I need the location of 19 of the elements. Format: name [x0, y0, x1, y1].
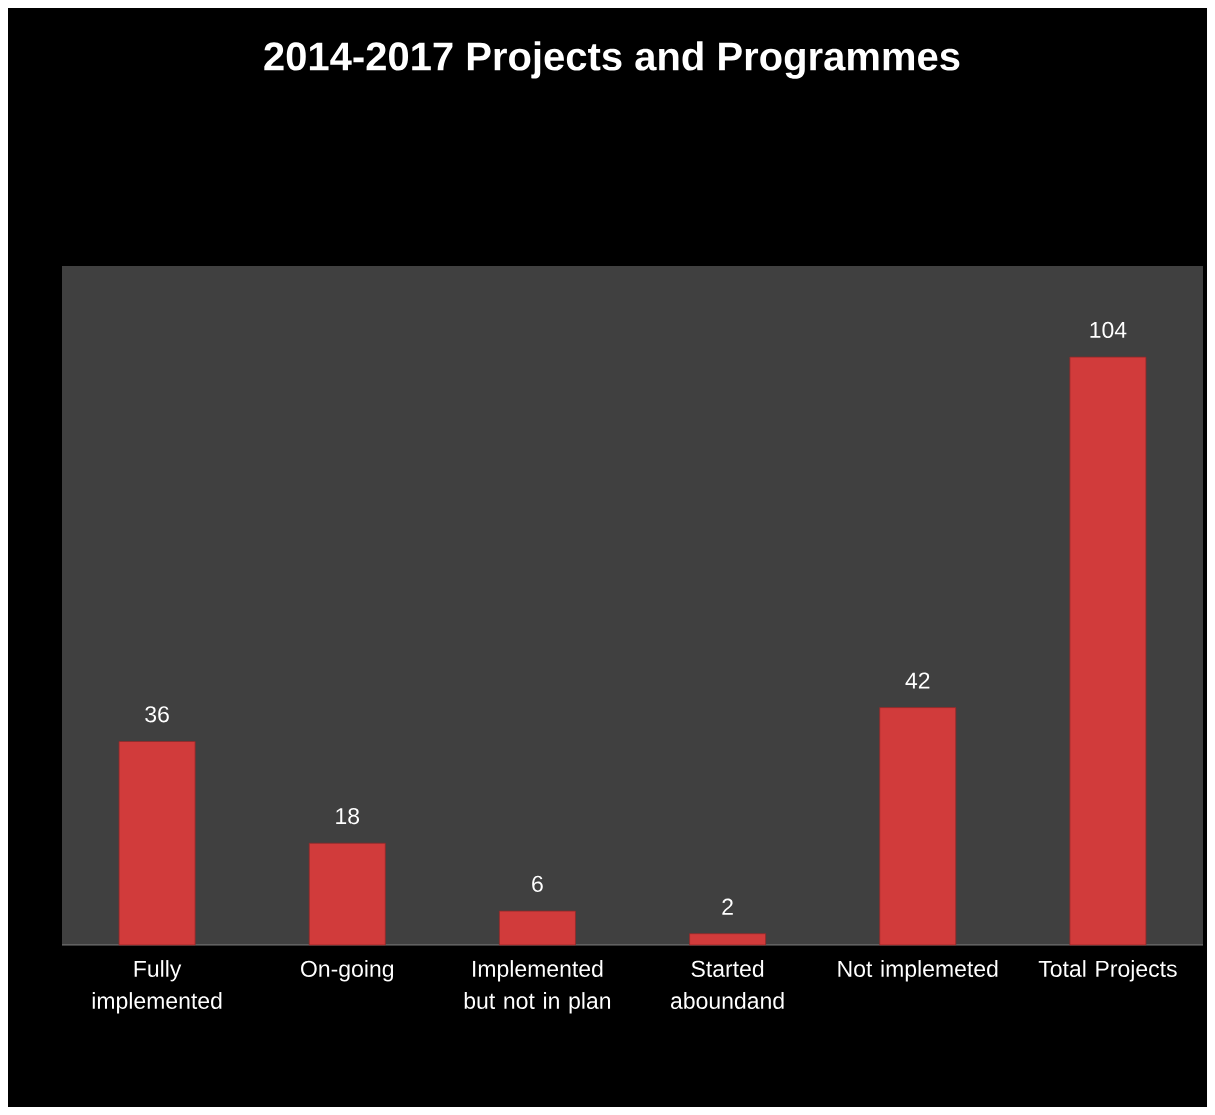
data-label: 2 — [722, 898, 733, 915]
bar — [1069, 356, 1147, 946]
data-label: 36 — [145, 706, 169, 723]
bar — [118, 741, 196, 946]
x-tick-label: Not implemeted — [838, 960, 998, 982]
data-label: 104 — [1090, 321, 1127, 339]
chart-title: 2014-2017 Projects and Programmes — [264, 41, 960, 79]
x-tick-label: On-going — [301, 960, 394, 982]
bar — [308, 842, 386, 946]
x-tick-label: Total Projects — [1038, 960, 1177, 982]
data-label: 42 — [905, 672, 930, 689]
bar — [879, 707, 957, 946]
x-tick-label: Fully implemented — [92, 960, 222, 1014]
x-tick-label: Implemented but not in plan — [464, 960, 611, 1014]
bar — [689, 933, 767, 946]
bar — [498, 910, 576, 946]
data-label: 6 — [532, 875, 543, 893]
x-tick-label: Started aboundand — [670, 960, 784, 1009]
data-label: 18 — [336, 807, 360, 825]
